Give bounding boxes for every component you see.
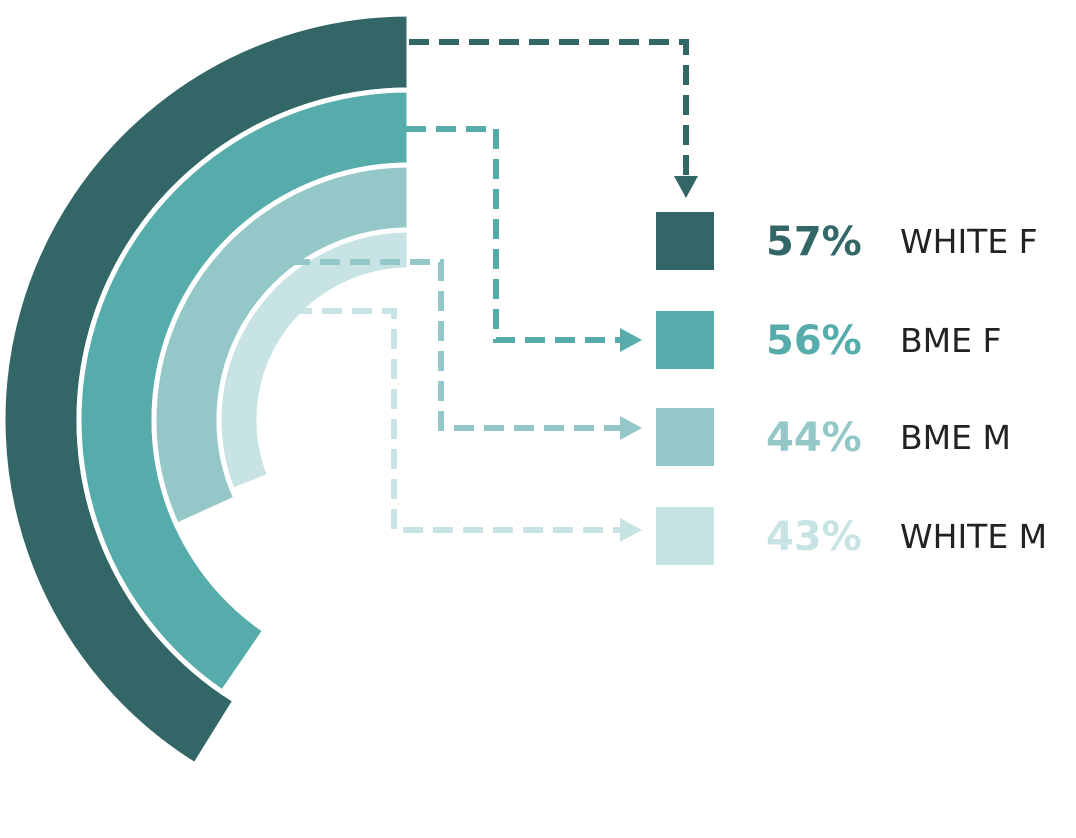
value-label-white-f: 57% xyxy=(766,219,862,265)
legend-label-white-f: WHITE F xyxy=(900,222,1038,261)
connector-bme-m xyxy=(260,259,622,431)
connector-arrow-white-m xyxy=(620,518,642,542)
arc-layer xyxy=(0,11,412,769)
connector-arrow-white-f xyxy=(674,176,698,198)
legend-swatch-white-f xyxy=(656,212,714,270)
value-label-bme-f: 56% xyxy=(766,318,862,364)
legend: 57% WHITE F 56% BME F 44% BME M 43% WHITE M xyxy=(656,212,1047,565)
connector-white-f xyxy=(409,39,689,178)
value-label-white-m: 43% xyxy=(766,514,862,560)
connector-layer xyxy=(260,39,698,542)
legend-label-white-m: WHITE M xyxy=(900,517,1047,556)
legend-swatch-white-m xyxy=(656,507,714,565)
legend-label-bme-f: BME F xyxy=(900,321,1001,360)
value-label-bme-m: 44% xyxy=(766,415,862,461)
legend-swatch-bme-f xyxy=(656,311,714,369)
connector-white-m xyxy=(292,308,622,533)
connector-bme-f xyxy=(406,126,622,343)
legend-label-bme-m: BME M xyxy=(900,418,1011,457)
legend-swatch-bme-m xyxy=(656,408,714,466)
connector-arrow-bme-f xyxy=(620,328,642,352)
connector-arrow-bme-m xyxy=(620,416,642,440)
